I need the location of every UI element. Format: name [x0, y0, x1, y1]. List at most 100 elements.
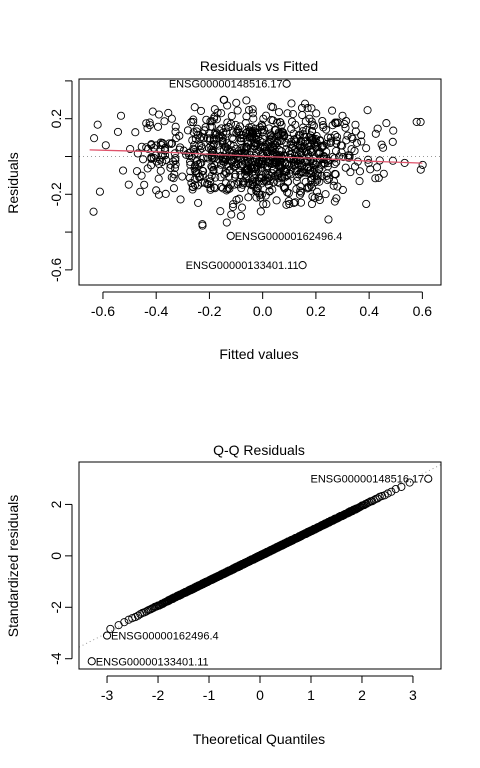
- residual-point: [299, 130, 308, 139]
- residual-point: [373, 124, 382, 133]
- residual-point: [269, 178, 278, 187]
- residual-point: [160, 117, 169, 126]
- qq-point: [106, 624, 115, 633]
- residual-point: [126, 144, 135, 154]
- residual-point: [169, 157, 178, 166]
- residual-point: [321, 190, 330, 199]
- residual-point: [210, 112, 219, 121]
- residual-point: [248, 181, 257, 190]
- residual-point: [254, 165, 263, 174]
- residual-point: [222, 218, 231, 227]
- residual-point: [277, 147, 286, 156]
- residual-point: [209, 149, 218, 158]
- residual-point: [241, 170, 250, 179]
- residual-point: [291, 137, 300, 146]
- residual-point: [346, 168, 355, 177]
- residual-point: [220, 158, 229, 167]
- residual-point: [227, 146, 237, 155]
- residuals-x-tick-label: 0.4: [359, 303, 379, 319]
- residual-point: [333, 133, 342, 142]
- residual-point: [145, 118, 154, 127]
- residual-point: [153, 122, 163, 131]
- residual-point: [248, 127, 257, 136]
- residual-point: [133, 149, 142, 158]
- residual-point: [225, 184, 234, 193]
- residual-point: [416, 117, 425, 127]
- residual-point: [227, 111, 236, 121]
- residual-point: [254, 189, 263, 198]
- residual-point: [315, 195, 324, 205]
- residual-point: [310, 178, 320, 187]
- qq-residuals-ylabel: Standardized residuals: [5, 495, 21, 637]
- qq-x-axis: -3 -2 -1 0 1 2 3: [101, 675, 417, 703]
- residual-point: [164, 108, 173, 117]
- qq-x-tick-label: -3: [101, 687, 114, 703]
- residual-point: [176, 195, 185, 204]
- residual-point: [338, 111, 347, 120]
- residual-point: [218, 133, 227, 142]
- residual-point: [318, 116, 327, 126]
- residual-point: [351, 127, 360, 136]
- residual-point: [242, 143, 251, 152]
- residuals-y-axis: -0.6 -0.2 0.2: [48, 80, 73, 282]
- residual-point: [389, 126, 398, 135]
- qq-y-tick-label: -4: [48, 652, 64, 665]
- residual-point: [342, 136, 351, 145]
- residuals-vs-fitted-panel: Residuals vs Fitted Residuals Fitted val…: [5, 58, 442, 362]
- residual-point: [252, 140, 261, 149]
- residual-point: [207, 117, 217, 126]
- residual-point: [136, 187, 145, 196]
- residuals-x-axis: -0.6 -0.4 -0.2 0.0 0.2 0.4 0.6: [91, 291, 432, 319]
- residual-point: [169, 184, 179, 193]
- residual-point: [324, 174, 334, 183]
- qq-y-axis: -4 -2 0 2: [48, 500, 73, 665]
- residual-point: [244, 193, 253, 202]
- residual-point: [202, 115, 211, 124]
- residual-point: [276, 118, 285, 127]
- qq-x-tick-label: 0: [256, 687, 264, 703]
- qq-y-tick-label: -2: [48, 601, 64, 614]
- qq-outliers: ENSG00000148516.17 ENSG00000162496.4 ENSG0…: [87, 474, 433, 668]
- residual-point: [291, 198, 300, 207]
- qq-point: [133, 611, 142, 620]
- residual-point: [152, 186, 161, 195]
- qq-point: [405, 478, 414, 487]
- qq-point: [387, 487, 396, 496]
- residual-point: [283, 109, 292, 118]
- residual-point: [265, 187, 274, 196]
- residual-point: [271, 126, 280, 135]
- residual-point: [210, 129, 219, 138]
- residuals-y-tick-label: -0.6: [48, 258, 64, 282]
- residual-point: [352, 138, 361, 147]
- residual-point: [345, 153, 354, 162]
- residual-point: [300, 99, 310, 108]
- residuals-outlier-label: ENSG00000148516.17: [169, 79, 283, 91]
- residual-point: [189, 115, 198, 124]
- residual-point: [309, 121, 318, 130]
- residual-point: [101, 141, 110, 150]
- residual-point: [196, 106, 206, 115]
- residual-point: [145, 121, 155, 130]
- residual-point: [194, 198, 203, 207]
- residual-point: [363, 155, 373, 164]
- residual-point: [256, 159, 265, 169]
- residual-point: [268, 142, 277, 151]
- residual-point: [332, 139, 341, 148]
- residual-point: [261, 175, 270, 184]
- residual-point: [195, 173, 204, 182]
- residual-point: [140, 180, 149, 189]
- residual-point: [198, 220, 207, 229]
- residual-point: [176, 143, 185, 152]
- residual-point: [245, 123, 254, 132]
- residual-point: [261, 111, 271, 120]
- residual-point: [282, 200, 291, 209]
- residual-point: [155, 155, 165, 164]
- residual-point: [167, 139, 176, 149]
- residual-point: [375, 156, 384, 165]
- residuals-x-tick-label: -0.6: [91, 303, 115, 319]
- residuals-vs-fitted-ylabel: Residuals: [5, 152, 21, 213]
- residual-point: [200, 178, 209, 187]
- residual-point: [296, 187, 305, 196]
- residual-point: [171, 122, 180, 131]
- residual-point: [315, 177, 324, 186]
